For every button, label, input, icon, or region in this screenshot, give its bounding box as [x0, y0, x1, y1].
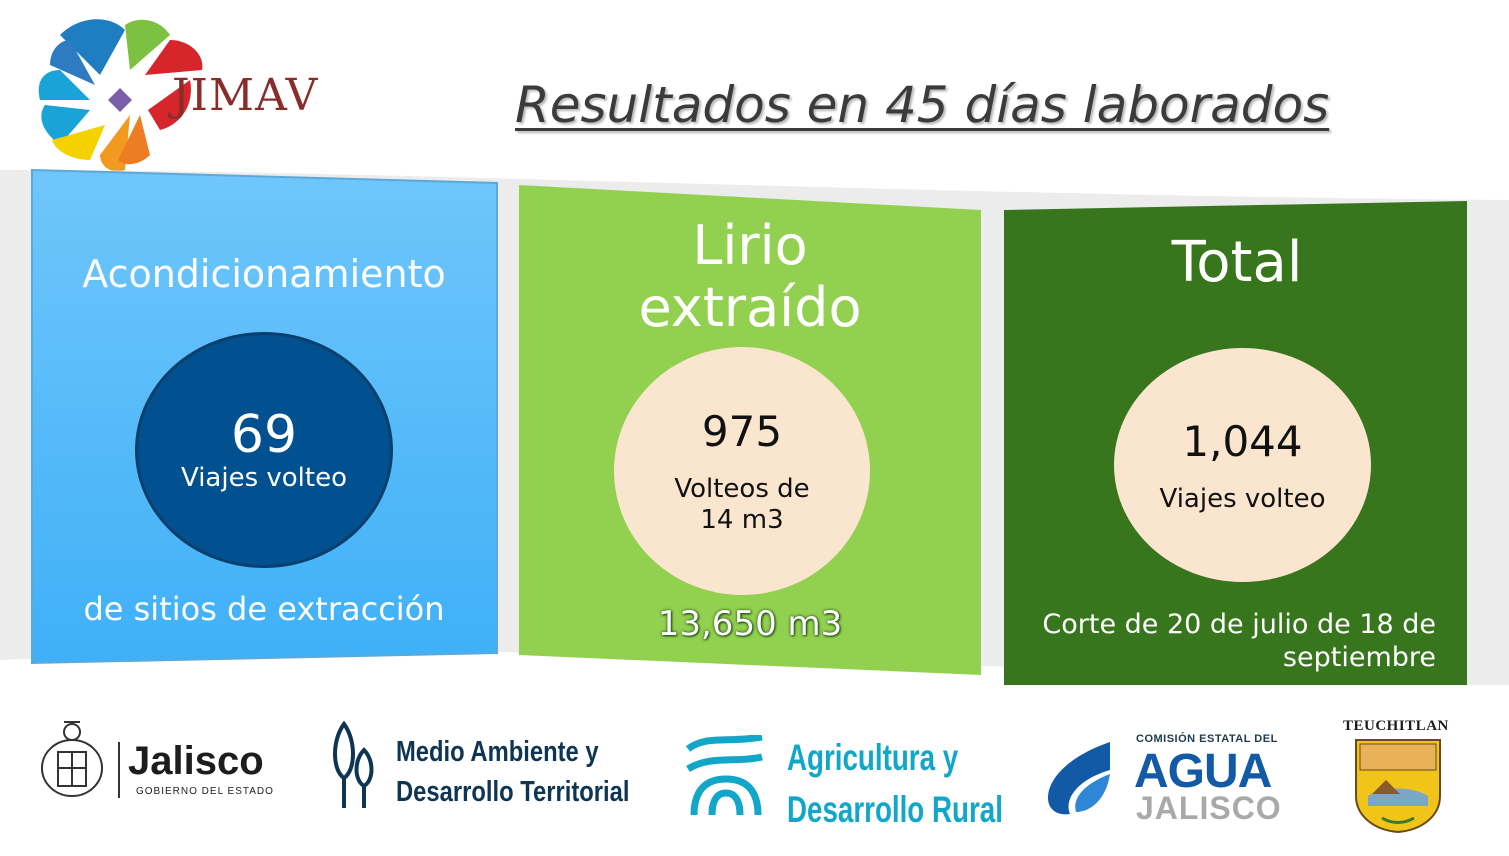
panel-total-value: 1,044	[1182, 416, 1303, 466]
panel-lirio-title-line1: Lirio	[692, 214, 808, 277]
jalisco-coat-of-arms-icon	[41, 721, 103, 797]
teuchitlan-logo-text: TEUCHITLAN	[1343, 718, 1449, 734]
panel-total-title: Total	[1171, 230, 1303, 295]
panel-lirio-circle: 975 Volteos de 14 m3	[614, 347, 870, 595]
jalisco-logo-subtitle: GOBIERNO DEL ESTADO	[136, 786, 274, 797]
panel-lirio-title: Lirio extraído	[520, 215, 980, 339]
page-title: Resultados en 45 días laborados	[515, 76, 1330, 134]
agricultura-line1: Agricultura y	[787, 737, 959, 778]
jimav-logo-icon	[38, 19, 203, 172]
medio-ambiente-line1: Medio Ambiente y	[396, 736, 599, 768]
panel-acondicionamiento-value: 69	[230, 405, 298, 465]
panel-total-label: Viajes volteo	[1159, 483, 1326, 514]
cea-logo-subtitle: COMISIÓN ESTATAL DEL	[1136, 733, 1278, 745]
panel-total-circle: 1,044 Viajes volteo	[1114, 348, 1371, 582]
water-drop-icon	[1048, 742, 1110, 815]
panel-total-footer-line2: septiembre	[1282, 642, 1436, 673]
agricultura-line2: Desarrollo Rural	[787, 789, 1003, 830]
panel-lirio-value: 975	[701, 406, 783, 456]
medio-ambiente-logo-text: Medio Ambiente y Desarrollo Territorial	[396, 732, 629, 812]
panel-acondicionamiento-label: Viajes volteo	[180, 463, 348, 493]
trees-icon	[333, 720, 374, 808]
cea-logo-agua: AGUA	[1134, 745, 1272, 798]
panel-acondicionamiento-footer: de sitios de extracción	[83, 590, 445, 628]
agriculture-waves-icon	[686, 735, 763, 816]
panel-lirio-label-line2: 14 m3	[700, 504, 784, 535]
jalisco-divider	[118, 742, 120, 798]
cea-logo-jalisco: JALISCO	[1136, 790, 1282, 826]
panel-lirio-footer: 13,650 m3	[657, 604, 843, 644]
teuchitlan-shield-icon	[1355, 739, 1441, 834]
panel-acondicionamiento-circle: 69 Viajes volteo	[135, 332, 393, 568]
agricultura-logo-text: Agricultura y Desarrollo Rural	[787, 732, 1003, 836]
jimav-logo-text: JIMAV	[172, 70, 319, 121]
panel-lirio-title-line2: extraído	[638, 276, 862, 339]
panel-lirio-label-line1: Volteos de	[674, 473, 810, 504]
panel-acondicionamiento-title: Acondicionamiento	[82, 252, 446, 296]
medio-ambiente-line2: Desarrollo Territorial	[396, 776, 630, 808]
panel-lirio-label: Volteos de 14 m3	[674, 474, 809, 536]
panel-total-footer: Corte de 20 de julio de 18 de septiembre	[1006, 608, 1436, 674]
panel-total-footer-line1: Corte de 20 de julio de 18 de	[1042, 609, 1436, 640]
jalisco-logo-text: Jalisco	[128, 739, 264, 783]
